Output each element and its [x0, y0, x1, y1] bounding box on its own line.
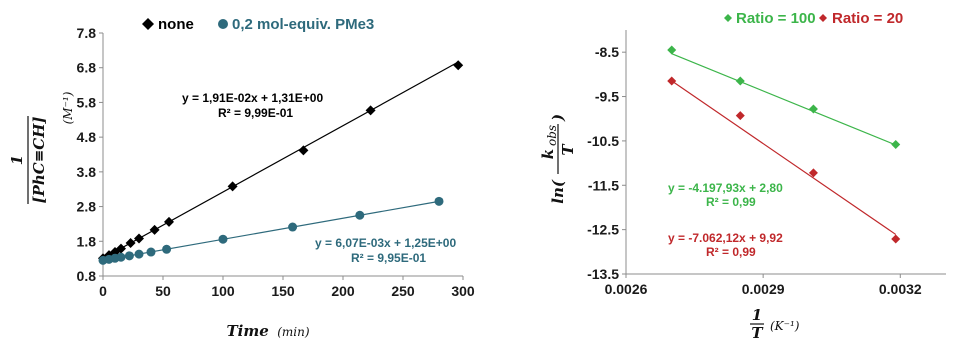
data-point-s0-3 [116, 243, 126, 254]
x-label-den-right: T [751, 324, 764, 342]
x-label-unit: (min) [277, 325, 310, 339]
y-label-k-num: k [539, 149, 557, 159]
data-point-s1-5 [134, 249, 144, 259]
y-tick-label: 3.8 [77, 164, 97, 180]
x-tick-label: 150 [271, 283, 295, 299]
y-label-numerator: 1 [8, 155, 26, 165]
y-axis-label-left: 1 [PhC≡CH] [8, 116, 48, 204]
y-label-t-den: T [559, 143, 577, 156]
data-point-s0-2 [808, 104, 818, 114]
data-point-s1-3 [116, 252, 126, 262]
data-point-s1-4 [124, 251, 134, 261]
legend-marker-ratio100 [724, 14, 732, 22]
y-tick-label: 0.8 [77, 268, 97, 284]
legend-right: Ratio = 100 Ratio = 20 [724, 10, 903, 27]
fit-line-1 [102, 200, 440, 261]
y-tick-label: -12.5 [587, 222, 619, 238]
data-point-s1-3 [891, 234, 901, 244]
data-point-s1-10 [355, 210, 365, 220]
data-point-s0-1 [735, 76, 745, 86]
y-tick-label: 7.8 [77, 25, 97, 41]
y-tick-label: -9.5 [595, 89, 619, 105]
data-point-s0-8 [227, 181, 238, 192]
data-point-s1-8 [218, 234, 228, 244]
chart-arrhenius: Ratio = 100 Ratio = 20 -8.5 -9.5 -10.5 -11.… [539, 10, 946, 342]
equation-none: y = 1,91E-02x + 1,31E+00 [182, 91, 323, 105]
y-tick-label: 1.8 [77, 233, 97, 249]
data-point-s1-2 [808, 168, 818, 178]
y-label-unit: (M⁻¹) [61, 91, 75, 124]
chart-kinetics-time: none 0,2 mol-equiv. PMe3 0.8 1.8 2.8 3.8 4.8… [8, 16, 475, 340]
r2-ratio100: R² = 0,99 [706, 195, 756, 209]
x-label-num-right: 1 [752, 306, 762, 324]
y-label-ln-suffix: ) [549, 114, 567, 122]
x-tick-label: 50 [155, 283, 171, 299]
x-tick-label: 0.0029 [742, 281, 785, 297]
x-tick-label: 0.0026 [605, 281, 648, 297]
x-tick-label: 200 [331, 283, 355, 299]
data-point-s0-3 [891, 139, 901, 149]
equation-ratio100: y = -4.197,93x + 2,80 [668, 181, 783, 195]
data-point-s1-6 [146, 247, 156, 257]
x-tick-label: 0.0032 [879, 281, 922, 297]
x-label-unit-right: (K⁻¹) [770, 319, 800, 333]
y-tick-label: 2.8 [77, 199, 97, 215]
x-axis-label-left: Time (min) [226, 322, 309, 340]
equation-ratio20: y = -7.062,12x + 9,92 [668, 231, 783, 245]
fit-line-0 [102, 61, 459, 259]
y-tick-label: 5.8 [77, 94, 97, 110]
x-tick-label: 0 [99, 283, 107, 299]
x-tick-label: 300 [451, 283, 475, 299]
data-point-s0-6 [149, 224, 160, 235]
legend-marker-none [142, 18, 154, 30]
data-point-s1-1 [735, 111, 745, 121]
x-label-main: Time [226, 322, 268, 340]
r2-none: R² = 9,99E-01 [218, 106, 293, 120]
legend-marker-pme3 [218, 19, 228, 29]
y-tick-label: 4.8 [77, 129, 97, 145]
r2-ratio20: R² = 0,99 [706, 245, 756, 259]
legend-label-pme3: 0,2 mol-equiv. PMe3 [232, 16, 374, 33]
data-point-s0-11 [453, 60, 464, 71]
legend-label-none: none [158, 16, 194, 33]
y-axis-unit-left: (M⁻¹) [61, 91, 75, 124]
y-label-ln-prefix: ln( [549, 179, 567, 204]
fit-line-0 [671, 53, 896, 146]
fit-line-1 [671, 80, 897, 235]
data-point-s0-5 [134, 233, 144, 244]
y-axis-label-right: ln( k obs T ) [539, 114, 577, 204]
y-tick-label: -11.5 [588, 177, 619, 193]
y-tick-label: -8.5 [595, 44, 619, 60]
x-tick-label: 250 [391, 283, 415, 299]
legend-left: none 0,2 mol-equiv. PMe3 [142, 16, 374, 33]
data-point-s1-11 [434, 196, 444, 206]
r2-pme3: R² = 9,95E-01 [351, 251, 426, 265]
equation-pme3: y = 6,07E-03x + 1,25E+00 [315, 236, 456, 250]
data-point-s1-9 [288, 222, 298, 232]
y-tick-label: -13.5 [587, 266, 619, 282]
y-tick-label: 6.8 [77, 60, 97, 76]
data-point-s0-9 [298, 145, 309, 156]
y-label-k-sub: obs [545, 125, 559, 146]
data-point-s0-10 [365, 105, 376, 116]
legend-label-ratio100: Ratio = 100 [736, 10, 816, 27]
x-tick-label: 100 [211, 283, 235, 299]
data-point-s0-4 [125, 238, 136, 249]
legend-marker-ratio20 [819, 14, 827, 22]
x-axis-label-right: 1 T (K⁻¹) [750, 306, 800, 342]
y-label-denominator: [PhC≡CH] [30, 117, 48, 204]
y-tick-label: -10.5 [587, 133, 619, 149]
data-point-s0-7 [164, 216, 174, 227]
legend-label-ratio20: Ratio = 20 [832, 10, 903, 27]
data-point-s0-0 [667, 45, 677, 55]
data-point-s1-7 [162, 244, 172, 254]
data-point-s1-0 [667, 76, 677, 86]
